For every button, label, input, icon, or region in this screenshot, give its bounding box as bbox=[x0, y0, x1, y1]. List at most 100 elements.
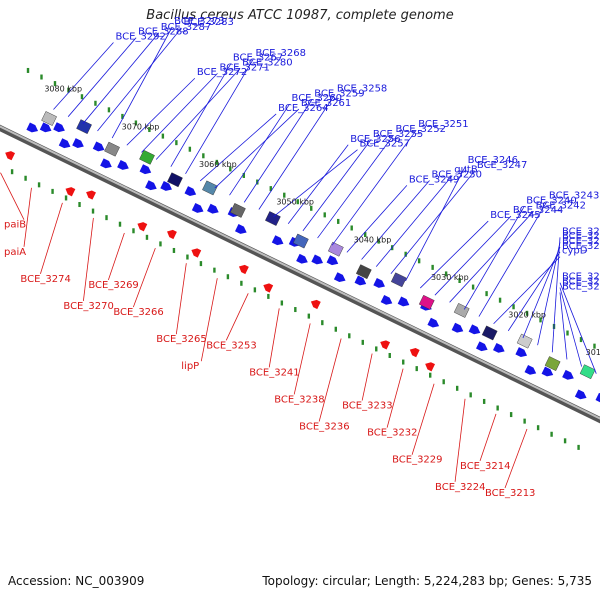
reverse-gene-label: BCE_3238 bbox=[274, 394, 324, 405]
kbp-label: 3040 kbp bbox=[354, 235, 392, 244]
tick-mark bbox=[509, 412, 513, 418]
label-leader bbox=[170, 63, 232, 167]
label-leader bbox=[293, 323, 311, 395]
feature-box bbox=[202, 180, 218, 196]
forward-gene-label: BCE_3234 bbox=[562, 231, 600, 242]
tick-mark bbox=[550, 431, 553, 437]
reverse-gene-label: BCE_3229 bbox=[392, 455, 442, 466]
tick-mark bbox=[296, 199, 299, 205]
label-leader bbox=[82, 217, 94, 301]
tick-mark bbox=[118, 221, 122, 227]
reverse-gene bbox=[65, 187, 76, 197]
forward-gene bbox=[207, 203, 219, 214]
tick-mark bbox=[40, 74, 43, 80]
forward-gene-label: BCE_3258 bbox=[337, 83, 387, 94]
tick-mark bbox=[388, 352, 391, 358]
reverse-gene-label: BCE_3265 bbox=[156, 334, 206, 345]
reverse-gene-label: BCE_3233 bbox=[342, 401, 392, 412]
kbp-label: 3080 kbp bbox=[44, 85, 82, 94]
tick-mark bbox=[186, 254, 189, 260]
feature-box bbox=[265, 211, 281, 226]
forward-gene bbox=[139, 164, 152, 175]
reverse-gene bbox=[191, 248, 202, 258]
forward-gene-label: BCE_3231 bbox=[562, 272, 600, 283]
forward-gene bbox=[397, 296, 410, 307]
reverse-gene bbox=[310, 299, 321, 310]
forward-gene-label: BCE_3246 bbox=[468, 155, 518, 166]
tick-mark bbox=[199, 261, 203, 267]
label-leader bbox=[390, 170, 476, 275]
forward-gene-label: BCE_3288 bbox=[138, 27, 188, 38]
feature-box bbox=[355, 264, 372, 280]
reverse-gene-label: BCE_3214 bbox=[460, 461, 510, 472]
label-leader bbox=[132, 247, 156, 308]
label-leader bbox=[331, 129, 417, 246]
label-leader bbox=[522, 246, 561, 339]
reverse-gene bbox=[167, 229, 177, 240]
tick-mark bbox=[337, 218, 340, 224]
tick-mark bbox=[148, 127, 151, 133]
kbp-label: 3060 kbp bbox=[199, 160, 237, 169]
label-leader bbox=[449, 211, 534, 303]
tick-mark bbox=[498, 297, 502, 303]
tick-mark bbox=[482, 398, 486, 404]
label-leader bbox=[434, 215, 512, 296]
reverse-gene-label: paiA bbox=[4, 247, 26, 258]
reverse-gene-label: BCE_3232 bbox=[367, 428, 417, 439]
reverse-gene bbox=[238, 264, 249, 275]
forward-gene bbox=[475, 341, 488, 352]
label-leader bbox=[411, 383, 435, 455]
label-leader bbox=[454, 398, 466, 482]
tick-mark bbox=[26, 67, 30, 73]
tick-mark bbox=[442, 379, 445, 385]
label-leader bbox=[405, 165, 466, 282]
label-leader bbox=[107, 232, 125, 281]
tick-mark bbox=[566, 330, 569, 336]
label-leader bbox=[155, 68, 241, 160]
tick-mark bbox=[91, 208, 95, 214]
forward-gene-label: BCE_3287 bbox=[161, 22, 211, 33]
label-leader bbox=[185, 58, 254, 174]
tick-mark bbox=[536, 425, 540, 431]
label-leader bbox=[507, 251, 561, 332]
forward-gene bbox=[380, 294, 393, 305]
reverse-gene-label: paiB bbox=[4, 220, 26, 231]
tick-mark bbox=[213, 267, 216, 273]
gene-labels: BCE_3292BCE_3288BCE_3287BCE_3283BCE_3273… bbox=[4, 16, 600, 499]
tick-marks bbox=[10, 67, 596, 450]
tick-mark bbox=[242, 172, 246, 178]
forward-gene bbox=[427, 317, 440, 328]
reverse-gene bbox=[263, 283, 274, 293]
label-leader bbox=[559, 287, 583, 367]
forward-gene bbox=[562, 369, 574, 380]
forward-gene bbox=[493, 342, 505, 353]
reverse-gene bbox=[425, 362, 436, 372]
forward-gene bbox=[311, 254, 324, 265]
forward-gene-label: BCE_3251 bbox=[418, 119, 468, 130]
backbone-line bbox=[0, 124, 600, 424]
tick-mark bbox=[593, 343, 596, 349]
label-leaders bbox=[0, 26, 597, 489]
tick-mark bbox=[172, 247, 176, 253]
tick-mark bbox=[350, 225, 353, 231]
forward-gene bbox=[184, 186, 197, 196]
forward-gene bbox=[333, 272, 346, 283]
tick-mark bbox=[132, 228, 135, 234]
label-leader bbox=[346, 185, 408, 253]
tick-mark bbox=[523, 418, 526, 424]
feature-box bbox=[418, 294, 435, 310]
genome-backbone bbox=[0, 124, 600, 424]
tick-mark bbox=[348, 333, 351, 339]
label-leader bbox=[229, 103, 290, 196]
forward-gene-label: BCE_3235 bbox=[562, 236, 600, 247]
kbp-label: 3010 kbp bbox=[586, 348, 600, 357]
forward-gene bbox=[326, 255, 339, 266]
forward-gene-label: BCE_3271 bbox=[219, 62, 269, 73]
topology-text: Topology: circular; Length: 5,224,283 bp… bbox=[262, 574, 592, 588]
tick-mark bbox=[107, 107, 111, 113]
feature-box bbox=[516, 333, 533, 349]
feature-box bbox=[104, 141, 120, 157]
label-leader bbox=[361, 353, 373, 401]
label-leader bbox=[493, 256, 561, 325]
reverse-gene bbox=[409, 348, 420, 358]
